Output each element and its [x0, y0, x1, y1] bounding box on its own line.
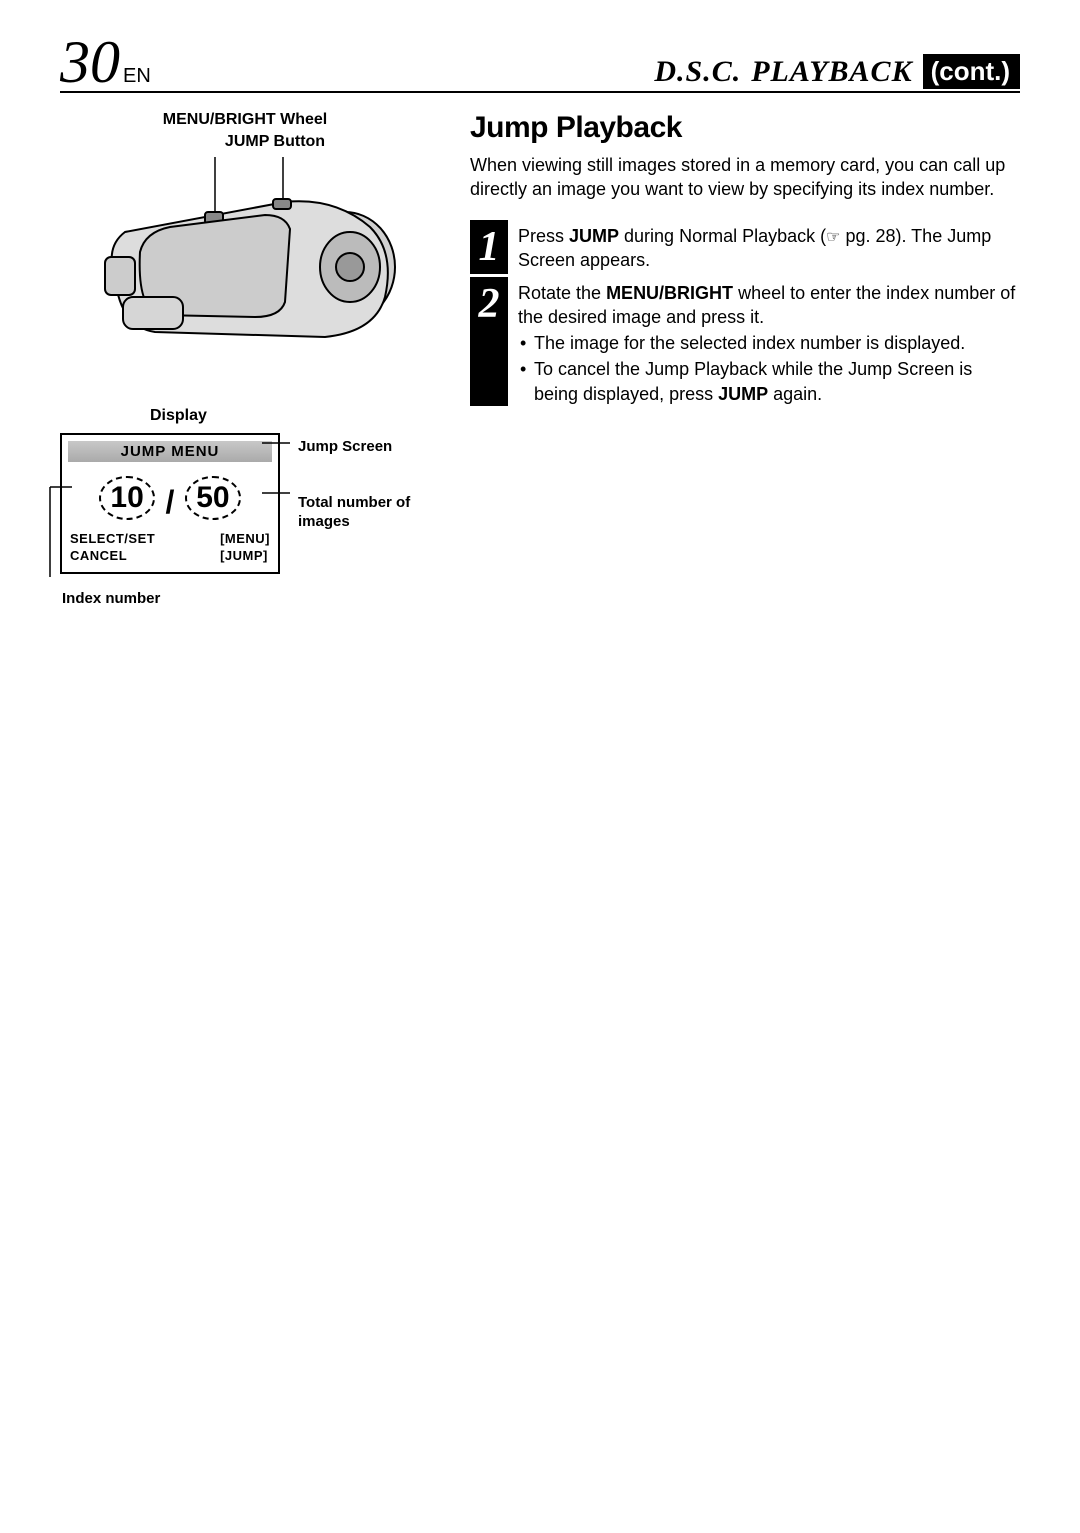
step-2-text: Rotate the MENU/BRIGHT wheel to enter th…: [518, 277, 1020, 406]
page-number-value: 30: [60, 29, 120, 95]
controls-left: SELECT/SET CANCEL: [70, 531, 155, 564]
control-jump: [JUMP]: [220, 548, 270, 564]
side-label-jump-screen: Jump Screen: [298, 437, 430, 457]
slash-separator: /: [166, 484, 175, 520]
step1-bold: JUMP: [569, 226, 619, 246]
label-display: Display: [150, 407, 430, 425]
step-2: 2 Rotate the MENU/BRIGHT wheel to enter …: [470, 277, 1020, 406]
side-label-total: Total number of images: [298, 493, 430, 532]
section-banner: D.S.C. PLAYBACK (cont.): [654, 54, 1020, 89]
controls-row: SELECT/SET CANCEL [MENU] [JUMP]: [68, 531, 272, 566]
index-label-below: Index number: [62, 590, 430, 607]
total-number: 50: [185, 476, 241, 520]
intro-text: When viewing still images stored in a me…: [470, 153, 1020, 202]
step2-bullet2-bold: JUMP: [718, 384, 768, 404]
step2-bullet2: To cancel the Jump Playback while the Ju…: [518, 357, 1020, 406]
step2-bold1: MENU/BRIGHT: [606, 283, 733, 303]
page-lang: EN: [123, 65, 151, 87]
step1-a: Press: [518, 226, 569, 246]
index-number: 10: [99, 476, 155, 520]
display-row: JUMP MENU 10 / 50 SELECT/SET CANCEL [MEN…: [60, 433, 430, 574]
left-column: MENU/BRIGHT Wheel JUMP Button: [60, 111, 430, 607]
control-cancel: CANCEL: [70, 548, 155, 564]
page-number: 30EN: [60, 35, 151, 89]
section-cont: (cont.): [923, 54, 1020, 89]
step2-a: Rotate the: [518, 283, 606, 303]
camcorder-icon: [85, 157, 405, 367]
section-prefix: D.S.C.: [654, 55, 741, 89]
leader-index-icon: [50, 487, 70, 577]
control-select-set: SELECT/SET: [70, 531, 155, 547]
step1-b: during Normal Playback (: [619, 226, 826, 246]
leader-lines-icon: [262, 443, 302, 543]
step-number-2: 2: [470, 277, 508, 406]
reference-icon: ☞: [826, 227, 840, 249]
right-column: Jump Playback When viewing still images …: [470, 111, 1020, 607]
content-columns: MENU/BRIGHT Wheel JUMP Button: [60, 111, 1020, 607]
section-title: Jump Playback: [470, 111, 1020, 145]
index-line: 10 / 50: [68, 476, 272, 521]
label-jump-button: JUMP Button: [120, 133, 430, 151]
label-menu-bright: MENU/BRIGHT Wheel: [60, 111, 430, 129]
jump-screen-box: JUMP MENU 10 / 50 SELECT/SET CANCEL [MEN…: [60, 433, 280, 574]
step2-bullets: The image for the selected index number …: [518, 331, 1020, 406]
side-labels: Jump Screen Total number of images: [298, 433, 430, 532]
page-header: 30EN D.S.C. PLAYBACK (cont.): [60, 35, 1020, 93]
step2-bullet1: The image for the selected index number …: [518, 331, 1020, 355]
step-1-text: Press JUMP during Normal Playback (☞ pg.…: [518, 220, 1020, 274]
step2-bullet2-b: again.: [768, 384, 822, 404]
step-number-1: 1: [470, 220, 508, 274]
jump-menu-title: JUMP MENU: [68, 441, 272, 462]
section-main: PLAYBACK: [751, 55, 912, 89]
step-1: 1 Press JUMP during Normal Playback (☞ p…: [470, 220, 1020, 274]
camera-illustration: [85, 157, 405, 367]
